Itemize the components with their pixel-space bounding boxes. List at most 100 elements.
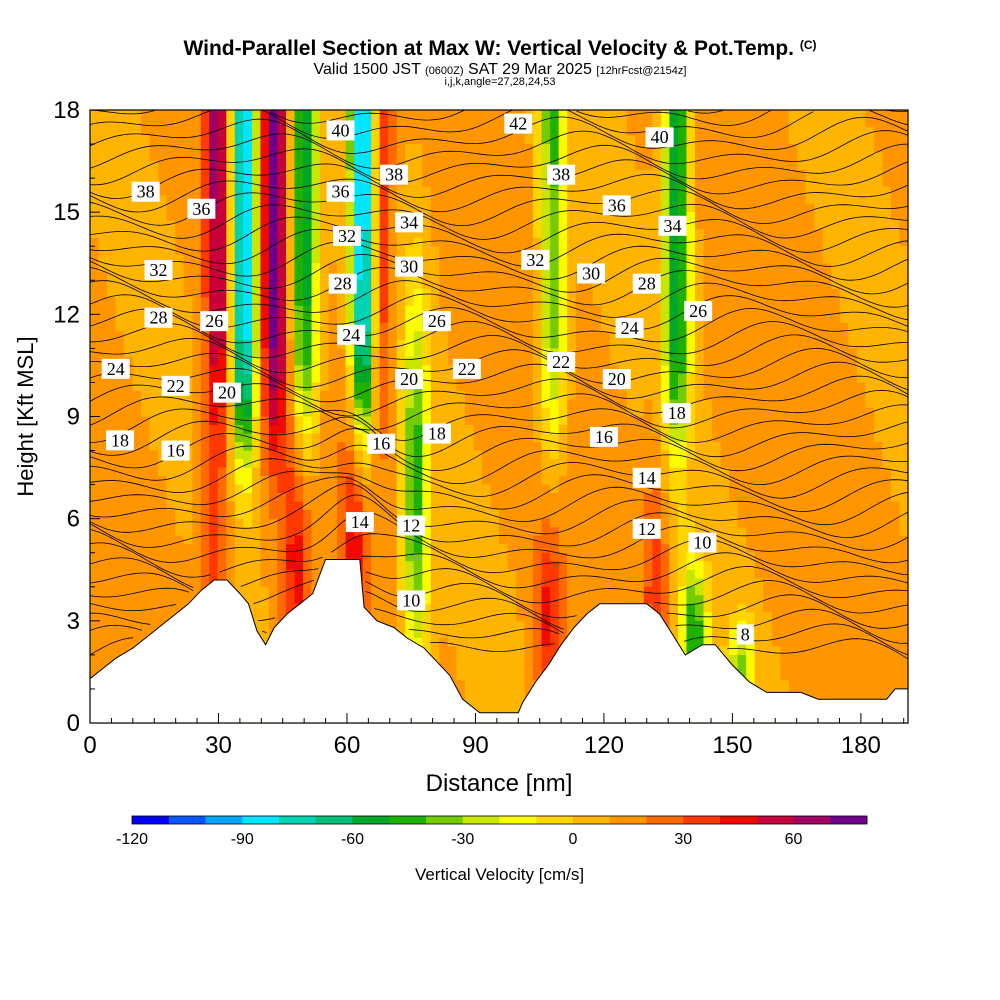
velocity-cell [516,186,526,196]
velocity-cell [226,442,236,452]
velocity-cell [345,450,355,460]
velocity-cell [115,595,125,605]
velocity-cell [149,365,159,375]
velocity-cell [490,390,500,401]
velocity-cell [175,518,185,528]
velocity-cell [422,237,432,247]
velocity-cell [609,314,619,324]
velocity-cell [533,561,543,571]
velocity-cell [677,314,688,324]
velocity-cell [90,425,100,435]
velocity-cell [166,467,176,477]
velocity-cell [524,612,534,622]
velocity-cell [379,425,389,435]
velocity-cell [124,144,134,154]
velocity-cell [132,169,142,179]
velocity-cell [379,305,389,315]
velocity-cell [175,127,185,137]
velocity-cell [507,237,517,247]
velocity-cell [422,271,432,281]
velocity-cell [115,195,125,205]
velocity-cell [507,407,517,418]
velocity-cell [490,425,500,435]
velocity-cell [507,220,517,230]
velocity-cell [141,459,151,469]
velocity-cell [303,110,313,120]
velocity-cell [209,467,219,477]
velocity-cell [200,450,210,460]
velocity-cell [499,493,509,503]
velocity-cell [107,382,117,392]
velocity-cell [473,527,483,537]
velocity-cell [362,203,372,213]
velocity-cell [200,373,210,384]
velocity-cell [464,322,475,332]
velocity-cell [499,373,509,384]
velocity-cell [541,331,551,341]
velocity-cell [652,246,662,256]
velocity-cell [430,118,440,128]
velocity-cell [652,110,662,120]
velocity-cell [371,476,381,486]
velocity-cell [575,382,585,392]
velocity-cell [303,161,313,171]
velocity-cell [311,178,321,188]
velocity-cell [115,569,125,579]
velocity-cell [303,339,313,349]
velocity-cell [422,527,432,537]
velocity-cell [439,305,449,315]
velocity-cell [447,603,457,613]
velocity-cell [149,484,159,494]
velocity-cell [226,484,236,494]
velocity-cell [626,450,636,460]
velocity-cell [260,203,270,213]
velocity-cell [396,356,406,367]
velocity-cell [192,569,202,579]
velocity-cell [558,612,568,622]
velocity-cell [98,442,108,452]
velocity-cell [251,186,262,196]
velocity-cell [328,390,338,401]
velocity-cell [430,203,440,213]
velocity-cell [303,373,313,384]
velocity-cell [124,459,134,469]
velocity-cell [396,425,406,435]
velocity-cell [303,365,313,375]
velocity-cell [107,552,117,562]
velocity-cell [303,442,313,452]
velocity-cell [337,390,347,401]
velocity-cell [499,263,509,273]
velocity-cell [354,305,364,315]
velocity-cell [192,382,202,392]
velocity-cell [677,203,688,213]
velocity-cell [456,603,466,613]
velocity-cell [660,578,671,588]
velocity-cell [439,399,449,409]
velocity-cell [294,467,304,477]
velocity-cell [200,169,210,179]
velocity-cell [98,493,108,503]
velocity-cell [473,135,483,145]
velocity-cell [660,195,671,205]
velocity-cell [413,246,423,256]
velocity-cell [609,595,619,605]
velocity-cell [354,433,364,443]
velocity-cell [388,280,398,290]
velocity-cell [371,450,381,460]
velocity-cell [379,399,389,409]
velocity-cell [558,399,568,409]
velocity-cell [354,118,364,128]
velocity-cell [516,697,526,707]
velocity-cell [371,127,381,137]
velocity-cell [328,510,338,520]
velocity-cell [601,518,611,528]
velocity-cell [430,305,440,315]
velocity-cell [107,578,117,588]
velocity-cell [294,416,304,426]
velocity-cell [550,263,560,273]
velocity-cell [541,484,551,494]
velocity-cell [337,254,347,264]
velocity-cell [626,365,636,375]
velocity-cell [626,425,636,435]
velocity-cell [285,178,296,188]
